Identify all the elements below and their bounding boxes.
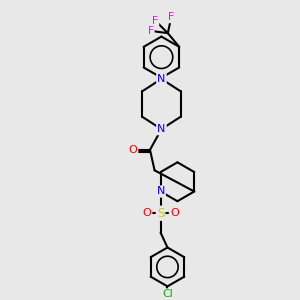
Text: O: O [170, 208, 179, 218]
Text: F: F [148, 26, 154, 36]
Text: F: F [168, 12, 174, 22]
Text: O: O [128, 145, 137, 155]
Text: N: N [157, 74, 166, 84]
Text: F: F [152, 16, 158, 26]
Text: N: N [157, 124, 166, 134]
Text: S: S [157, 207, 164, 220]
Text: N: N [156, 187, 165, 196]
Text: O: O [142, 208, 151, 218]
Text: Cl: Cl [162, 290, 173, 299]
